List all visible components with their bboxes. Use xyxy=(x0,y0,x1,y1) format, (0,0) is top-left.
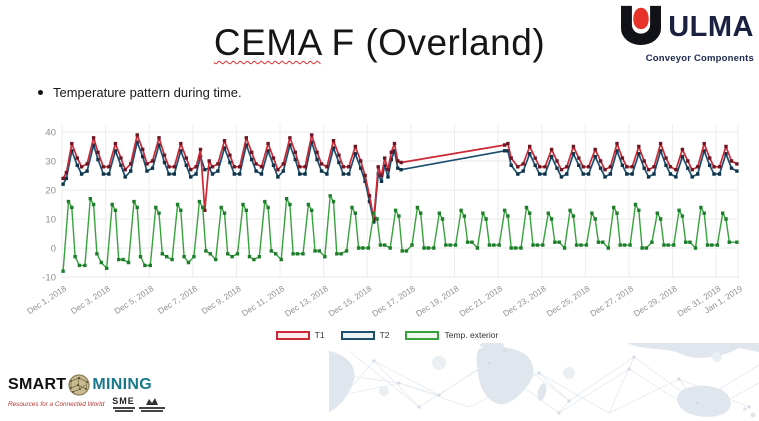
legend-swatch xyxy=(275,330,310,340)
series-line-Temp. exterior xyxy=(62,195,737,272)
smart-mining-logo: SMART MINING Resources for a Connected W… xyxy=(8,374,165,415)
series-markers-T1 xyxy=(61,133,739,221)
page-title: CEMA F (Overland) xyxy=(0,22,759,64)
x-tick-label: Dec 15, 2018 xyxy=(327,283,374,318)
title-misspelled-word: CEMA xyxy=(213,22,321,63)
x-tick-label: Dec 17, 2018 xyxy=(370,283,417,318)
x-tick-label: Dec 23, 2018 xyxy=(501,283,548,318)
ulma-wordmark: ULMA xyxy=(668,11,754,43)
legend-label: T2 xyxy=(379,330,390,340)
ulma-u-icon xyxy=(619,5,663,50)
globe-network-icon xyxy=(68,374,90,396)
legend-label: T1 xyxy=(314,330,325,340)
ulma-subtitle: Conveyor Components xyxy=(645,53,754,64)
x-tick-label: Dec 7, 2018 xyxy=(156,283,199,316)
y-tick-label: 0 xyxy=(51,244,56,255)
x-tick-label: Dec 3, 2018 xyxy=(69,283,112,316)
ulma-logo: ULMA Conveyor Components xyxy=(619,5,754,64)
sme-logo: SME xyxy=(112,397,135,412)
legend-item-T2: T2 xyxy=(340,330,390,340)
smart-wordmark: SMART xyxy=(8,376,67,393)
temperature-chart: 40 30 20 10 0 -10 Dec 1, 2018 Dec 3, 2018 Dec 5,… xyxy=(25,112,748,340)
series-markers-T2 xyxy=(61,140,739,224)
y-tick-label: 10 xyxy=(45,215,56,226)
legend-swatch xyxy=(405,330,440,340)
y-tick-label: 40 xyxy=(45,128,56,139)
legend-swatch xyxy=(340,330,375,340)
x-tick-label: Dec 21, 2018 xyxy=(457,283,504,318)
bullet-icon xyxy=(38,90,43,95)
x-tick-label: Dec 19, 2018 xyxy=(414,283,461,318)
x-tick-label: Dec 5, 2018 xyxy=(112,283,155,316)
x-tick-label: Dec 25, 2018 xyxy=(545,283,592,318)
title-rest: F (Overland) xyxy=(320,22,546,63)
mining-wordmark: MINING xyxy=(92,376,152,393)
x-tick-label: Dec 11, 2018 xyxy=(240,283,287,318)
y-tick-label: 30 xyxy=(45,157,56,168)
x-tick-label: Dec 9, 2018 xyxy=(200,283,243,316)
society-emblem-icon xyxy=(138,397,165,412)
sme-wordmark: SME xyxy=(112,396,135,406)
x-tick-label: Dec 29, 2018 xyxy=(632,283,679,318)
world-map-watermark xyxy=(329,343,759,418)
series-line-T2 xyxy=(62,141,738,223)
sme-fine-print xyxy=(112,407,135,409)
chart-legend: T1 T2 Temp. exterior xyxy=(26,330,748,340)
bullet-text: Temperature pattern during time. xyxy=(53,85,242,100)
smart-mining-tagline: Resources for a Connected World xyxy=(8,401,105,408)
legend-item-T1: T1 xyxy=(275,330,325,340)
x-tick-label: Dec 1, 2018 xyxy=(26,283,68,316)
y-tick-label: 20 xyxy=(45,186,56,197)
y-tick-label: -10 xyxy=(42,273,56,284)
sme-fine-print xyxy=(114,410,133,412)
series-line-T1 xyxy=(62,134,738,220)
legend-item-Temp. exterior: Temp. exterior xyxy=(405,330,498,340)
x-tick-label: Dec 13, 2018 xyxy=(283,283,330,318)
x-tick-label: Dec 27, 2018 xyxy=(588,283,635,318)
legend-label: Temp. exterior xyxy=(444,330,499,340)
bullet-item: Temperature pattern during time. xyxy=(38,85,242,100)
